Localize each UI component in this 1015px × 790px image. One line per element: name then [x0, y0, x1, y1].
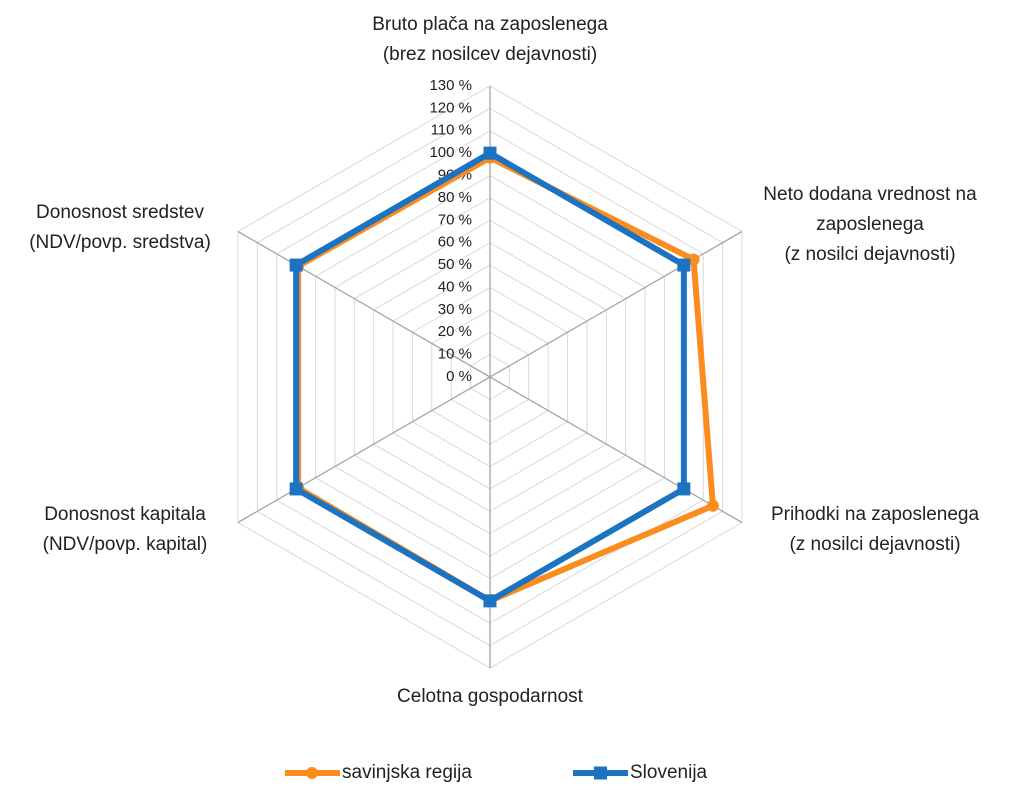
marker: [483, 594, 497, 608]
category-label: Bruto plača na zaposlenega (brez nosilcev…: [372, 14, 608, 65]
category-label: Celotna gospodarnost: [397, 686, 584, 707]
r-tick-label: 10 %: [438, 346, 472, 363]
r-tick-label: 0 %: [446, 368, 472, 385]
marker: [289, 258, 303, 272]
r-tick-label: 30 %: [438, 301, 472, 318]
spoke: [489, 230, 743, 378]
marker: [687, 253, 700, 266]
r-tick-label: 120 %: [429, 99, 472, 116]
r-tick-label: 80 %: [438, 189, 472, 206]
marker: [289, 482, 303, 496]
spoke: [237, 376, 491, 524]
legend-label: savinjska regija: [342, 762, 472, 783]
spoke: [237, 230, 491, 378]
r-tick-label: 110 %: [431, 122, 472, 139]
r-tick-label: 60 %: [438, 234, 472, 251]
r-tick-label: 130 %: [429, 77, 472, 94]
spoke: [489, 376, 743, 524]
legend-marker: [594, 766, 607, 780]
marker: [706, 499, 719, 512]
category-label: Donosnost kapitala (NDV/povp. kapital): [43, 504, 208, 555]
category-label: Donosnost sredstev (NDV/povp. sredstva): [29, 202, 211, 253]
r-tick-label: 50 %: [438, 256, 472, 273]
marker: [483, 146, 497, 160]
legend-marker: [306, 767, 318, 779]
legend-label: Slovenija: [630, 762, 708, 783]
marker: [677, 482, 691, 496]
r-tick-label: 40 %: [438, 278, 472, 295]
r-tick-label: 70 %: [438, 211, 472, 228]
r-tick-label: 20 %: [438, 323, 472, 340]
marker: [677, 258, 691, 272]
category-label: Neto dodana vrednost na zaposlenega (z nos…: [763, 184, 977, 265]
category-label: Prihodki na zaposlenega (z nosilci dejavn…: [771, 504, 980, 555]
r-tick-label: 100 %: [429, 144, 472, 161]
